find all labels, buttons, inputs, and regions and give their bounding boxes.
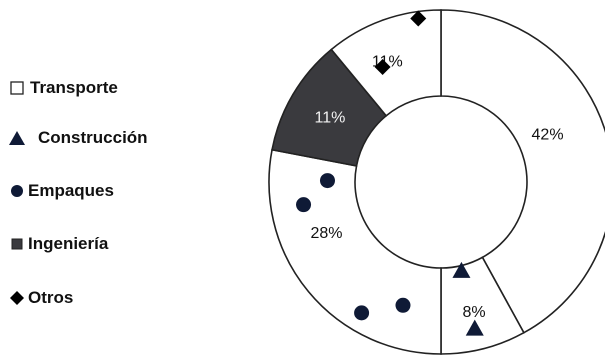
circle-marker: [319, 173, 335, 189]
legend-item-ingenieria: Ingeniería: [8, 234, 108, 254]
legend: Transporte Construcción Empaques Ingenie…: [8, 0, 208, 356]
slice-label-empaques: 28%: [310, 225, 342, 242]
legend-label-otros: Otros: [28, 288, 74, 307]
triangle-marker: [465, 319, 484, 336]
slice-label-transporte: 42%: [532, 127, 564, 144]
legend-label-transporte: Transporte: [30, 78, 118, 97]
legend-item-otros: Otros: [8, 288, 73, 308]
square-filled-icon: [8, 235, 26, 253]
slice-label-ingenieria: 11%: [315, 109, 346, 126]
legend-label-construccion: Construcción: [38, 128, 148, 147]
square-outline-icon: [8, 79, 26, 97]
legend-label-ingenieria: Ingeniería: [28, 234, 109, 253]
legend-item-transporte: Transporte: [8, 78, 118, 98]
diamond-icon: [8, 289, 26, 307]
slice-empaques: [268, 148, 442, 355]
triangle-icon: [8, 129, 26, 147]
triangle-marker: [452, 261, 471, 278]
circle-marker: [354, 305, 370, 321]
diamond-marker: [374, 58, 391, 75]
legend-item-construccion: Construcción: [8, 128, 148, 148]
diamond-marker: [410, 10, 427, 27]
circle-marker: [296, 197, 312, 213]
slice-transporte: [440, 9, 605, 334]
slice-label-construccion: 8%: [463, 304, 486, 321]
legend-item-empaques: Empaques: [8, 181, 114, 201]
circle-icon: [8, 182, 26, 200]
legend-label-empaques: Empaques: [28, 181, 114, 200]
circle-marker: [395, 297, 411, 313]
